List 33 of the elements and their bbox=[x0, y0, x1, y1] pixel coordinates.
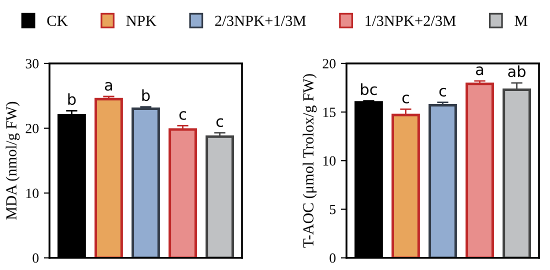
y-axis-title: MDA (nmol/g FW) bbox=[6, 102, 20, 220]
data-label: c bbox=[402, 94, 409, 104]
bar bbox=[466, 82, 494, 258]
data-label: c bbox=[439, 88, 446, 97]
legend-label: 1/3NPK+2/3M bbox=[366, 16, 456, 26]
y-axis-title: T-AOC (μmol Trolox/g FW) bbox=[302, 74, 317, 248]
y-tick-label: 10 bbox=[323, 156, 336, 166]
data-label: ab bbox=[508, 65, 526, 78]
data-label: a bbox=[476, 66, 484, 76]
y-tick-label: 20 bbox=[322, 59, 336, 68]
data-label: a bbox=[104, 82, 112, 91]
legend-label: CK bbox=[47, 16, 68, 26]
bar bbox=[206, 135, 234, 258]
bar bbox=[94, 98, 123, 258]
bar bbox=[428, 104, 457, 258]
y-tick-label: 0 bbox=[32, 253, 39, 263]
y-tick-label: 10 bbox=[26, 188, 39, 198]
legend-label: NPK bbox=[126, 16, 156, 26]
y-tick-label: 5 bbox=[330, 204, 336, 214]
y-tick-label: 30 bbox=[26, 59, 39, 68]
data-label: c bbox=[216, 118, 224, 128]
bar bbox=[392, 114, 420, 258]
legend-label: 2/3NPK+1/3M bbox=[215, 16, 306, 26]
data-label: b bbox=[68, 93, 76, 106]
y-tick-label: 15 bbox=[323, 108, 336, 118]
legend-label: M bbox=[514, 16, 528, 26]
data-label: b bbox=[142, 89, 150, 102]
y-tick-label: 0 bbox=[330, 253, 336, 263]
data-label: c bbox=[179, 111, 186, 120]
bar bbox=[168, 128, 197, 258]
data-label: bc bbox=[361, 83, 377, 96]
y-tick-label: 20 bbox=[26, 124, 39, 134]
bar bbox=[132, 108, 160, 258]
